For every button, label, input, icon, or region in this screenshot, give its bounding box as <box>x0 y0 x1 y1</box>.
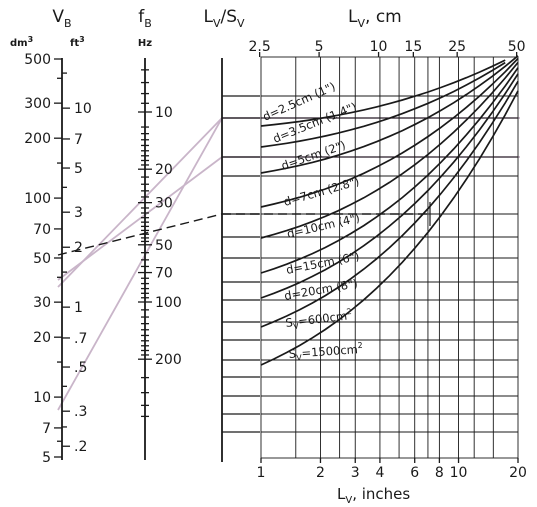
fb-label: 100 <box>155 295 182 311</box>
curve-line <box>260 73 519 299</box>
fb-ticks: 10 20 30 50 70 100 200 <box>138 69 182 418</box>
fb-label: 200 <box>155 352 182 368</box>
curve-line <box>260 61 519 239</box>
vb-dm3-label: 70 <box>33 222 51 238</box>
lv-cm-label: 10 <box>370 39 388 55</box>
lv-inches-label: 2 <box>316 465 325 481</box>
lv-sv-axis-title: LV/SV <box>203 7 245 30</box>
vb-ft3-label: 10 <box>74 101 92 117</box>
vb-ft3-label: 3 <box>74 205 83 221</box>
lv-inches-label: 6 <box>410 465 419 481</box>
vb-axis-title: VB <box>52 7 71 30</box>
curves: d=2.5cm (1")d=3.5cm (1.4")d=5cm (2")d=7c… <box>260 55 519 366</box>
lv-cm-label: 15 <box>404 39 422 55</box>
vb-ft3-label: .3 <box>74 404 87 420</box>
curve-label: d=15cm (6") <box>285 249 361 277</box>
fb-label: 10 <box>155 105 173 121</box>
curve-line <box>260 80 519 328</box>
vb-ft3-ticks: 10 7 5 3 2 1 .7 .5 .3 .2 <box>62 72 92 455</box>
vb-ft3-label: 1 <box>74 300 83 316</box>
vb-dm3-label: 30 <box>33 295 51 311</box>
vb-dm3-label: 10 <box>33 390 51 406</box>
fb-label: 70 <box>155 266 173 282</box>
vb-dm3-label: 500 <box>24 52 51 68</box>
vb-dm3-label: 200 <box>24 131 51 147</box>
fb-scale: fB Hz 10 20 30 50 70 100 200 <box>138 7 182 460</box>
vb-ft3-label: .2 <box>74 439 87 455</box>
lv-inches-label: 8 <box>435 465 444 481</box>
curve-label: d=10cm (4") <box>286 211 362 241</box>
lv-sv-scale: LV/SV <box>203 7 260 462</box>
lv-cm-label: 25 <box>448 39 466 55</box>
curve-line <box>260 90 519 366</box>
vb-dm3-label: 300 <box>24 96 51 112</box>
curve-line <box>260 61 506 148</box>
vb-ft3-label: .5 <box>74 360 87 376</box>
vb-dm3-ticks: 500 300 200 100 70 50 30 20 10 7 5 <box>24 52 62 466</box>
vb-ft3-label: .7 <box>74 331 87 347</box>
curve-label: SV=600cm2 <box>285 307 354 332</box>
vb-ft3-label: 7 <box>74 132 83 148</box>
vb-dm3-label: 5 <box>42 450 51 466</box>
gridlines <box>260 56 519 459</box>
vb-dm3-unit: dm3 <box>10 35 33 49</box>
lv-inches-label: 10 <box>450 465 468 481</box>
grid-frame <box>260 56 519 459</box>
lv-cm-label: 5 <box>315 39 324 55</box>
lv-inches-label: 1 <box>257 465 266 481</box>
fb-unit: Hz <box>138 38 152 49</box>
vb-dm3-label: 50 <box>33 251 51 267</box>
curve-label: SV=1500cm2 <box>288 341 363 363</box>
vb-ft3-label: 5 <box>74 161 83 177</box>
vb-dm3-label: 20 <box>33 330 51 346</box>
fb-label: 30 <box>155 196 173 212</box>
lv-inches-label: 20 <box>509 465 527 481</box>
lv-inches-label: 4 <box>375 465 384 481</box>
vb-ft3-unit: ft3 <box>70 35 85 49</box>
lv-inches-tick-labels: 1 2 3 4 6 8 10 20 <box>257 458 527 481</box>
fb-axis-title: fB <box>138 7 152 30</box>
lv-cm-tick-labels: 2.5 5 10 15 25 50 <box>249 39 526 57</box>
curve-line <box>260 59 506 127</box>
fb-label: 20 <box>155 162 173 178</box>
curve-line <box>260 57 519 208</box>
curve-line <box>260 67 519 274</box>
worked-example <box>57 202 431 256</box>
vb-dm3-label: 7 <box>42 421 51 437</box>
vb-dm3-label: 100 <box>24 191 51 207</box>
curve-label: d=7cm (2.8") <box>282 174 361 209</box>
example-line-vb-fb <box>57 213 223 256</box>
lv-cm-axis-title: LV, cm <box>348 7 402 30</box>
vb-ft3-label: 2 <box>74 240 83 256</box>
lv-grid: LV, cm LV, inches 2.5 5 10 15 25 50 1 2 3 4 6 8 10 2… <box>249 7 527 506</box>
lv-inches-label: 3 <box>351 465 360 481</box>
lv-cm-label: 50 <box>508 39 526 55</box>
lv-inches-axis-title: LV, inches <box>337 485 410 506</box>
fb-label: 50 <box>155 238 173 254</box>
curve-line <box>260 55 519 174</box>
lv-cm-label: 2.5 <box>249 39 271 55</box>
